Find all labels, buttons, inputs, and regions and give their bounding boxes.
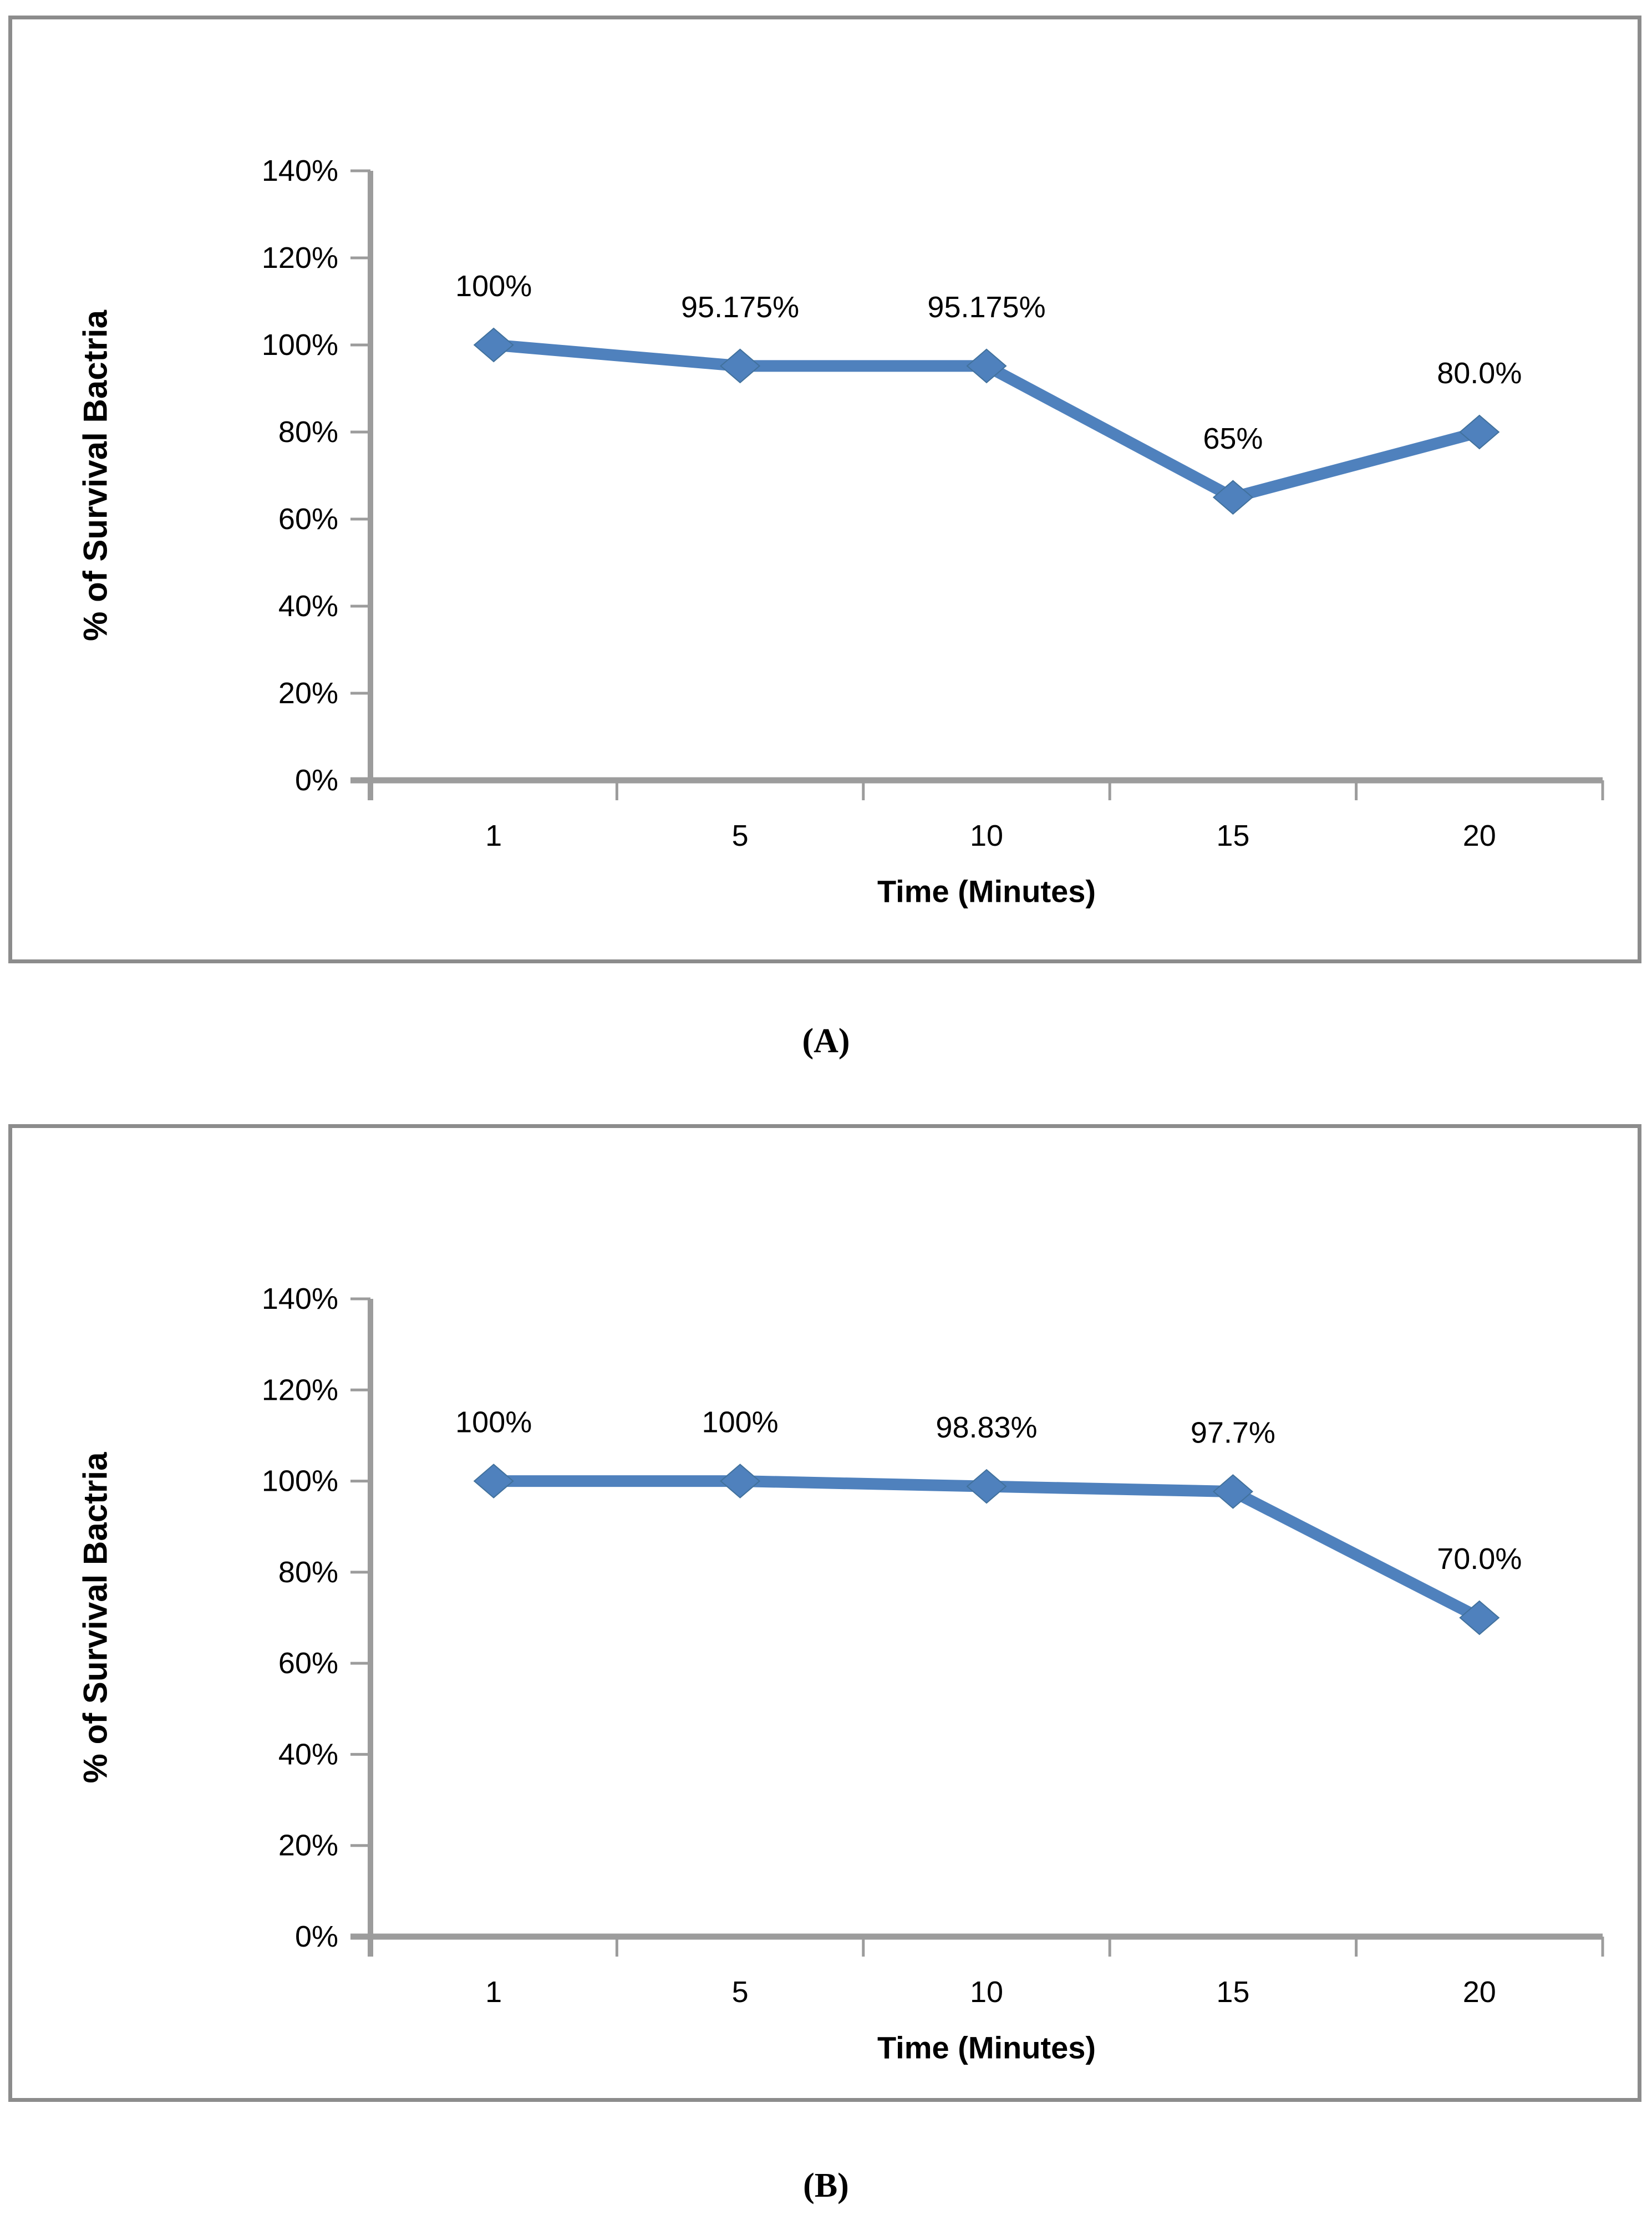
data-label: 70.0% xyxy=(1437,1542,1522,1576)
data-point-marker xyxy=(720,1464,761,1498)
x-tick-label: 5 xyxy=(732,819,749,852)
data-label: 100% xyxy=(702,1406,779,1439)
y-tick-label: 140% xyxy=(262,154,338,187)
y-tick-label: 100% xyxy=(262,1465,338,1498)
y-axis-title: % of Survival Bactria xyxy=(77,1452,114,1784)
y-tick-label: 40% xyxy=(278,1738,338,1771)
figure-caption-a: (A) xyxy=(802,1022,850,1060)
data-point-marker xyxy=(966,348,1007,384)
x-tick-label: 1 xyxy=(485,1975,502,2009)
data-label: 98.83% xyxy=(936,1411,1037,1444)
y-tick-label: 100% xyxy=(262,328,338,362)
y-tick-label: 80% xyxy=(278,415,338,449)
y-tick-label: 0% xyxy=(295,764,338,797)
x-tick-label: 10 xyxy=(970,819,1003,852)
x-tick-label: 1 xyxy=(485,819,502,852)
x-tick-label: 10 xyxy=(970,1975,1003,2009)
x-tick-label: 20 xyxy=(1463,819,1496,852)
data-point-marker xyxy=(1212,480,1253,515)
y-tick-label: 20% xyxy=(278,1829,338,1862)
y-axis-title: % of Survival Bactria xyxy=(77,309,114,641)
figure-caption-b: (B) xyxy=(803,2167,849,2204)
data-point-marker xyxy=(1212,1474,1253,1509)
data-point-marker xyxy=(473,1464,514,1498)
data-label: 95.175% xyxy=(927,291,1045,324)
data-point-marker xyxy=(1459,1600,1500,1635)
data-point-marker xyxy=(966,1469,1007,1504)
x-tick-label: 20 xyxy=(1463,1975,1496,2009)
x-axis-title: Time (Minutes) xyxy=(877,2030,1096,2065)
data-point-marker xyxy=(1459,414,1500,450)
y-tick-label: 140% xyxy=(262,1282,338,1315)
x-tick-label: 15 xyxy=(1216,819,1249,852)
y-tick-label: 20% xyxy=(278,677,338,710)
y-tick-label: 80% xyxy=(278,1556,338,1589)
y-tick-label: 120% xyxy=(262,1373,338,1406)
data-point-marker xyxy=(720,348,761,384)
data-label: 65% xyxy=(1203,422,1263,455)
data-label: 97.7% xyxy=(1191,1416,1275,1449)
chart-panel-a: 0% 20% 40% 60% 80% 100% 120% 140% 1 5 10 15 20 Time (… xyxy=(8,16,1641,963)
y-tick-label: 120% xyxy=(262,241,338,275)
data-point-marker xyxy=(473,327,514,363)
chart-panel-b: 0% 20% 40% 60% 80% 100% 120% 140% 1 5 10 15 20 Time (… xyxy=(8,1124,1641,2102)
data-label: 100% xyxy=(455,270,532,303)
data-label: 100% xyxy=(455,1406,532,1439)
x-tick-label: 15 xyxy=(1216,1975,1249,2009)
x-axis-title: Time (Minutes) xyxy=(877,874,1096,909)
y-tick-label: 40% xyxy=(278,590,338,623)
y-tick-label: 0% xyxy=(295,1920,338,1953)
y-tick-label: 60% xyxy=(278,1647,338,1680)
data-label: 95.175% xyxy=(681,291,799,324)
x-tick-label: 5 xyxy=(732,1975,749,2009)
data-label: 80.0% xyxy=(1437,357,1522,390)
y-tick-label: 60% xyxy=(278,502,338,536)
